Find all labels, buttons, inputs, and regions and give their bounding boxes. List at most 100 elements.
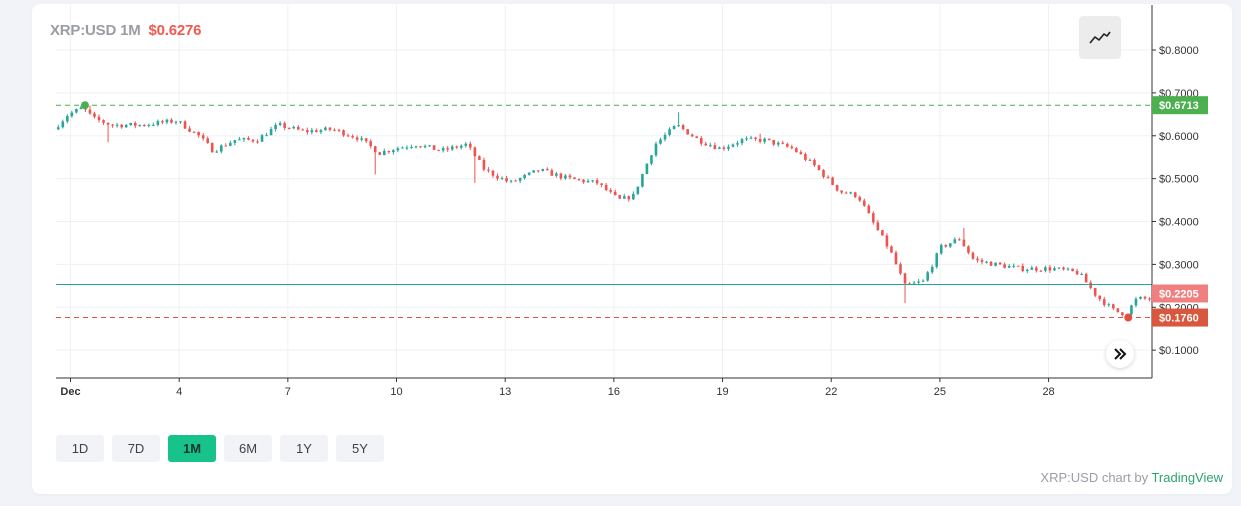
candle-body	[853, 192, 857, 198]
range-1y-button[interactable]: 1Y	[280, 435, 328, 462]
x-tick-label: 25	[934, 386, 946, 398]
chart-type-button[interactable]	[1079, 16, 1121, 59]
candle-body	[1075, 271, 1079, 275]
candle-body	[559, 173, 563, 179]
candle-body	[998, 262, 1002, 265]
candle-body	[251, 139, 255, 142]
candle-body	[799, 152, 803, 155]
candle-body	[1130, 305, 1133, 315]
candle-body	[473, 147, 477, 157]
candle-body	[903, 273, 907, 284]
candle-body	[767, 138, 771, 140]
candle-body	[546, 169, 549, 171]
candle-body	[976, 258, 979, 261]
candle-body	[781, 142, 785, 144]
candle-body	[577, 179, 581, 181]
candle-body	[980, 260, 984, 262]
candle-body	[582, 179, 585, 183]
candle-body	[192, 131, 196, 133]
candle-body	[831, 177, 834, 185]
x-tick-label: 4	[176, 386, 182, 398]
candle-body	[600, 183, 603, 185]
candle-body	[1066, 268, 1070, 270]
candle-body	[423, 145, 427, 148]
candle-body	[745, 138, 748, 140]
candle-body	[219, 145, 223, 152]
candle-body	[210, 143, 214, 153]
candle-body	[301, 129, 305, 131]
candle-body	[405, 147, 409, 149]
candle-body	[464, 143, 468, 146]
candle-body	[1012, 265, 1016, 267]
candle-body	[1053, 268, 1056, 271]
candle-body	[509, 180, 513, 182]
candle-body	[690, 134, 694, 137]
candle-body	[133, 122, 137, 126]
candle-body	[785, 143, 789, 147]
candle-body	[758, 138, 762, 142]
candle-body	[817, 165, 821, 171]
candle-body	[500, 178, 504, 180]
candle-body	[595, 180, 599, 184]
candle-body	[75, 109, 78, 113]
candle-body	[156, 121, 160, 125]
candle-body	[876, 222, 880, 231]
candle-body	[410, 147, 413, 149]
candle-body	[369, 141, 373, 147]
candle-body	[1025, 269, 1029, 272]
candle-body	[124, 125, 128, 128]
scroll-to-realtime-button[interactable]	[1106, 340, 1134, 368]
range-5y-button[interactable]: 5Y	[336, 435, 384, 462]
candle-body	[106, 122, 110, 125]
y-tick-label: $0.3000	[1159, 259, 1199, 271]
x-tick-label: 13	[499, 386, 511, 398]
candle-body	[355, 137, 359, 140]
candle-body	[1148, 298, 1151, 300]
candle-body	[111, 124, 114, 126]
candle-body	[491, 170, 495, 176]
range-1m-button[interactable]: 1M	[168, 435, 216, 462]
candle-body	[56, 127, 60, 130]
candle-body	[727, 146, 730, 149]
candle-body	[917, 281, 920, 283]
candle-body	[392, 150, 395, 153]
current-price-label: $0.2205	[1159, 288, 1199, 300]
candle-body	[894, 252, 898, 265]
candle-body	[804, 154, 807, 160]
candle-body	[523, 174, 526, 179]
candle-body	[618, 195, 622, 199]
candle-body	[645, 163, 649, 175]
candle-body	[985, 261, 988, 263]
candle-body	[382, 151, 386, 155]
candle-body	[636, 186, 640, 194]
candle-body	[129, 122, 133, 126]
candle-body	[419, 146, 422, 148]
tradingview-link[interactable]: TradingView	[1151, 470, 1223, 485]
attribution: XRP:USD chart by TradingView	[1040, 470, 1223, 485]
range-1d-button[interactable]: 1D	[56, 435, 104, 462]
candle-body	[319, 130, 323, 133]
candle-body	[527, 172, 531, 175]
candle-body	[179, 121, 182, 123]
candle-body	[161, 121, 164, 123]
range-7d-button[interactable]: 7D	[112, 435, 160, 462]
candle-body	[677, 125, 680, 127]
candle-body	[654, 143, 658, 156]
range-6m-button[interactable]: 6M	[224, 435, 272, 462]
candle-body	[813, 159, 816, 166]
candle-body	[147, 124, 151, 126]
candle-body	[437, 149, 440, 151]
candle-body	[450, 146, 454, 150]
candle-body	[224, 145, 228, 147]
x-tick-label: 10	[390, 386, 402, 398]
candle-body	[79, 107, 83, 110]
candle-body	[188, 128, 191, 132]
candle-body	[840, 190, 843, 193]
candle-body	[763, 138, 766, 142]
candle-body	[555, 173, 558, 176]
high-marker	[80, 101, 89, 110]
candle-body	[709, 145, 712, 147]
candle-body	[953, 239, 957, 244]
candle-body	[364, 138, 368, 142]
